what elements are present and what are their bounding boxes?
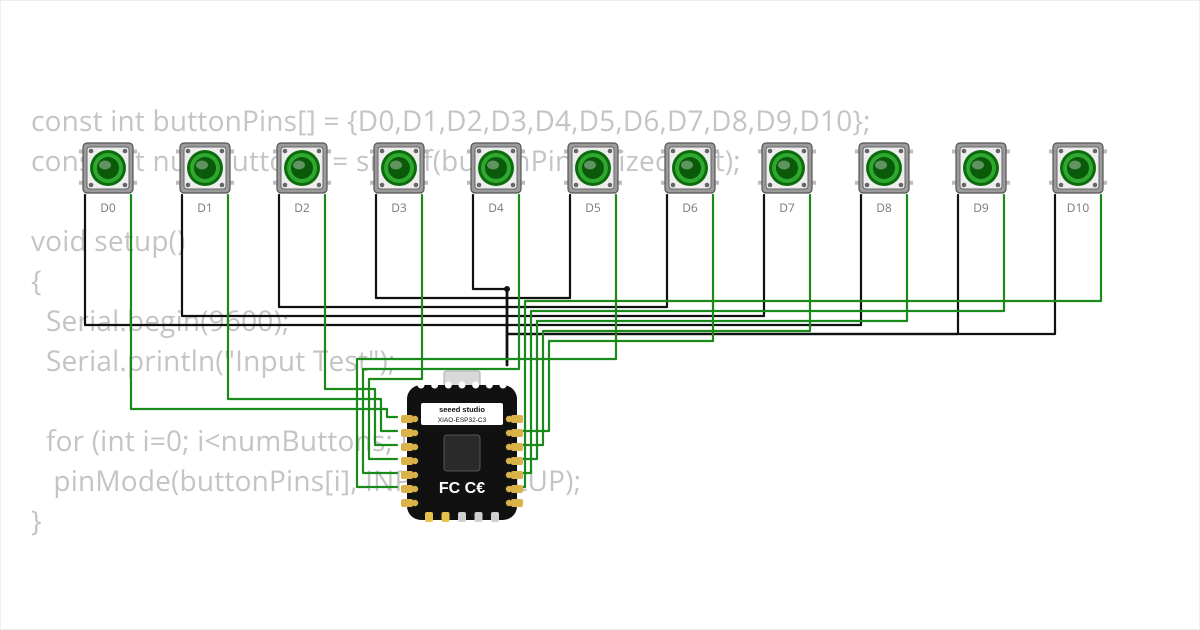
mcu-board: seeed studio XIAO-ESP32-C3 FC C€	[401, 371, 523, 531]
button-label: D8	[855, 199, 913, 216]
diagram-stage: const int buttonPins[] = {D0,D1,D2,D3,D4…	[0, 0, 1200, 630]
button-label: D6	[661, 199, 719, 216]
svg-text:FC C€: FC C€	[439, 480, 485, 497]
button-label: D9	[952, 199, 1010, 216]
button-label: D3	[370, 199, 428, 216]
button-label: D7	[758, 199, 816, 216]
push-button-d3: D3	[370, 139, 428, 216]
push-button-d10: D10	[1049, 139, 1107, 216]
push-button-d9: D9	[952, 139, 1010, 216]
push-button-d5: D5	[564, 139, 622, 216]
button-label: D2	[273, 199, 331, 216]
push-button-d1: D1	[176, 139, 234, 216]
svg-text:XIAO-ESP32-C3: XIAO-ESP32-C3	[438, 417, 487, 424]
push-button-d4: D4	[467, 139, 525, 216]
push-button-d6: D6	[661, 139, 719, 216]
button-label: D5	[564, 199, 622, 216]
button-label: D4	[467, 199, 525, 216]
button-label: D1	[176, 199, 234, 216]
button-label: D0	[79, 199, 137, 216]
push-button-d8: D8	[855, 139, 913, 216]
push-button-d2: D2	[273, 139, 331, 216]
button-label: D10	[1049, 199, 1107, 216]
svg-text:seeed studio: seeed studio	[439, 405, 485, 414]
push-button-d7: D7	[758, 139, 816, 216]
push-button-d0: D0	[79, 139, 137, 216]
